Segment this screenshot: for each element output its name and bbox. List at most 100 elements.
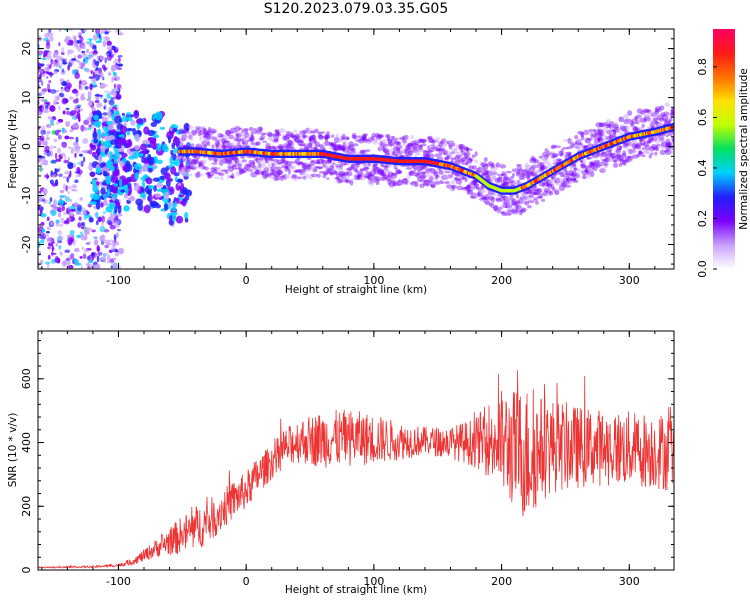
spectrogram-cell <box>498 206 503 210</box>
spectrogram-cell <box>481 196 487 200</box>
spectrogram-cell <box>298 161 304 165</box>
spectrogram-cell <box>44 261 51 265</box>
spectrogram-cell <box>79 256 83 259</box>
spectrogram-cell <box>328 144 336 151</box>
spectrogram-cell <box>320 159 326 163</box>
spectrogram-cell <box>395 144 403 150</box>
spectrogram-cell <box>471 180 478 183</box>
spectrogram-cell <box>112 219 119 226</box>
spectrogram-cell <box>249 162 255 168</box>
spectrogram-cell <box>49 196 53 203</box>
spectrogram-cell <box>235 171 241 177</box>
spectrogram-cell <box>222 137 228 143</box>
spectrogram-cell <box>298 143 306 147</box>
spectrogram-cell <box>64 36 69 44</box>
spectrogram-cell <box>95 166 102 174</box>
spectrogram-cell <box>444 177 451 180</box>
spectrogram-cell <box>93 239 99 246</box>
spectrogram-cell <box>326 135 331 139</box>
spectrogram-cell <box>398 181 405 185</box>
spectrogram-cell <box>308 135 314 140</box>
spectrogram-cell <box>222 137 226 141</box>
spectrogram-cell <box>60 152 66 157</box>
spectrogram-cell <box>103 239 110 244</box>
spectrogram-cell <box>242 136 247 141</box>
spectrogram-cell <box>51 250 54 257</box>
spectrogram-cell <box>286 139 293 147</box>
spectrogram-cell <box>465 184 473 190</box>
spectrogram-cell <box>92 34 98 41</box>
spectrogram-cell <box>437 141 444 148</box>
spectrogram-cell <box>125 163 133 172</box>
spectrogram-cell <box>253 127 258 134</box>
spectrogram-cell <box>141 150 149 154</box>
spectrogram-cell <box>66 79 70 83</box>
spectrogram-cell <box>40 221 45 227</box>
spectrogram-cell <box>111 52 117 56</box>
spectrogram-cell <box>269 145 276 150</box>
spectrogram-cell <box>51 174 56 179</box>
spectrogram-cell <box>418 171 425 174</box>
spectrogram-cell <box>79 36 84 43</box>
spectrogram-cell <box>613 159 618 163</box>
spectrogram-cell <box>246 168 254 172</box>
spectrogram-cell <box>149 141 155 149</box>
spectrogram-cell <box>554 145 562 149</box>
spectrogram-cell <box>294 170 302 173</box>
spectrogram-cell <box>381 173 387 180</box>
spectrogram-cell <box>266 144 270 148</box>
spectrogram-cell <box>194 126 202 130</box>
spectrogram-cell <box>458 159 465 163</box>
spectrogram-cell <box>207 174 212 179</box>
spectrogram-cell <box>233 130 239 135</box>
spectrogram-cell <box>344 178 349 184</box>
spectrogram-cell <box>47 246 51 250</box>
spectrogram-cell <box>288 131 294 137</box>
spectrogram-cell <box>322 174 327 179</box>
spectrogram-cell <box>316 159 320 164</box>
spectrogram-cell <box>427 145 431 151</box>
spectrogram-cell <box>45 231 50 234</box>
spectrogram-cell <box>435 148 440 152</box>
spectrogram-cell <box>393 140 400 145</box>
spectrogram-cell <box>217 141 221 145</box>
spectrogram-cell <box>223 140 227 147</box>
spectrogram-cell <box>483 199 490 204</box>
spectrogram-cell <box>375 133 381 139</box>
spectrogram-cell <box>134 111 138 116</box>
y-tick-label: 0 <box>20 143 33 150</box>
spectrogram-cell <box>403 149 407 154</box>
spectrogram-cell <box>286 173 291 180</box>
spectrogram-cell <box>373 177 380 184</box>
spectrogram-cell <box>345 179 350 182</box>
spectrogram-cell <box>387 139 393 144</box>
spectrogram-cell <box>448 142 453 149</box>
spectrogram-cell <box>172 137 181 146</box>
spectrogram-cell <box>259 162 267 169</box>
spectrogram-cell <box>96 55 100 59</box>
colorbar-tick-label: 0.0 <box>696 260 709 278</box>
spectrogram-cell <box>250 171 258 178</box>
spectrogram-cell <box>431 179 438 186</box>
spectrogram-cell <box>456 173 460 177</box>
spectrogram-cell <box>49 64 52 68</box>
spectrogram-cell <box>291 174 297 178</box>
spectrogram-cell <box>183 122 190 132</box>
spectrogram-cell <box>377 133 382 141</box>
spectrogram-cell <box>233 137 239 142</box>
spectrogram-cell <box>464 179 468 183</box>
spectrogram-cell <box>238 169 246 174</box>
spectrogram-cell <box>364 175 371 179</box>
spectrogram-cell <box>116 228 121 232</box>
spectrogram-cell <box>456 185 464 191</box>
spectrogram-cell <box>126 148 131 154</box>
spectrogram-cell <box>430 146 438 150</box>
spectrogram-cell <box>178 168 182 174</box>
spectrogram-cell <box>50 144 53 151</box>
spectrogram-cell <box>225 140 231 144</box>
spectrogram-cell <box>429 147 435 153</box>
spectrogram-cell <box>244 129 249 134</box>
spectrogram-cell <box>103 98 108 104</box>
spectrogram-cell <box>68 162 74 166</box>
spectrogram-cell <box>159 126 166 130</box>
